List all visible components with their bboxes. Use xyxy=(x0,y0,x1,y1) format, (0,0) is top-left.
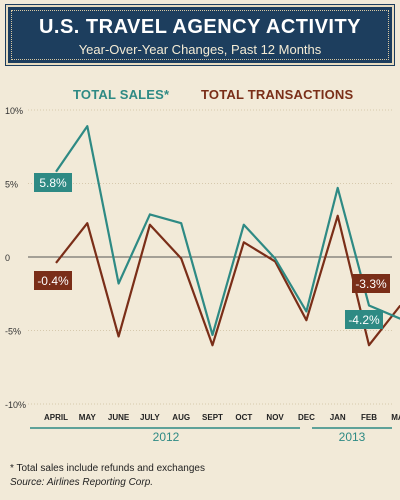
x-tick-label: AUG xyxy=(172,413,190,422)
chart-subtitle: Year-Over-Year Changes, Past 12 Months xyxy=(78,42,322,57)
x-tick-label: MAY xyxy=(79,413,97,422)
data-callout-box xyxy=(345,310,383,329)
data-callout-label: -0.4% xyxy=(37,274,69,288)
x-tick-label: OCT xyxy=(235,413,252,422)
x-tick-label: JULY xyxy=(140,413,160,422)
y-tick-label: -5% xyxy=(5,327,21,337)
y-tick-label: -10% xyxy=(5,400,26,410)
y-tick-label: 0 xyxy=(5,253,10,263)
header-frame xyxy=(11,10,389,60)
data-callout-label: -4.2% xyxy=(348,313,380,327)
data-callout-box xyxy=(352,274,390,293)
chart-header: U.S. TRAVEL AGENCY ACTIVITY Year-Over-Ye… xyxy=(5,4,395,66)
chart-title: U.S. TRAVEL AGENCY ACTIVITY xyxy=(38,16,362,38)
x-tick-label: JUNE xyxy=(108,413,130,422)
x-tick-label: APRIL xyxy=(44,413,68,422)
footnote-source: Source: Airlines Reporting Corp. xyxy=(10,477,154,488)
year-label-2012: 2012 xyxy=(153,430,180,444)
x-tick-label: SEPT xyxy=(202,413,223,422)
data-callout-label: -3.3% xyxy=(355,277,387,291)
x-tick-label: FEB xyxy=(361,413,377,422)
x-tick-label: DEC xyxy=(298,413,315,422)
series-line-total-transactions xyxy=(55,214,400,347)
footnote-refunds: * Total sales include refunds and exchan… xyxy=(10,463,205,474)
x-tick-label: JAN xyxy=(330,413,346,422)
data-callout-box xyxy=(34,271,72,290)
data-callout-label: 5.8% xyxy=(39,176,67,190)
y-tick-label: 5% xyxy=(5,180,18,190)
data-callout-box xyxy=(34,173,72,192)
x-tick-label: NOV xyxy=(266,413,284,422)
year-label-2013: 2013 xyxy=(339,430,366,444)
y-tick-label: 10% xyxy=(5,106,23,116)
legend-total-transactions: TOTAL TRANSACTIONS xyxy=(201,87,354,102)
legend-total-sales: TOTAL SALES* xyxy=(73,87,170,102)
series-line-total-sales xyxy=(55,125,400,336)
x-tick-label: MAR xyxy=(391,413,400,422)
